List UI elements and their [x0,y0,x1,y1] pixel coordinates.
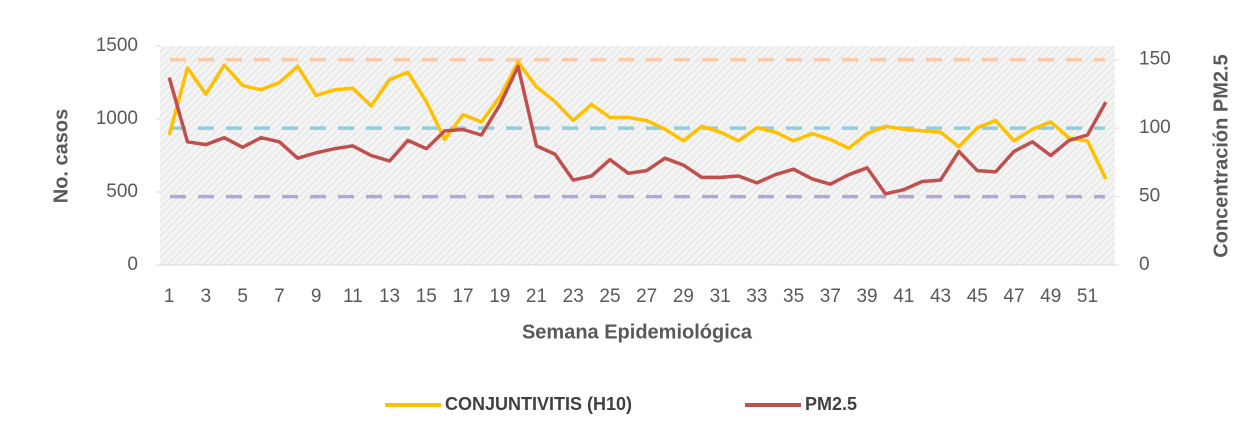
x-tick-label: 13 [379,286,400,307]
x-tick-label: 35 [783,286,804,307]
x-tick-label: 9 [311,286,322,307]
x-tick-label: 15 [416,286,437,307]
x-tick-label: 17 [452,286,473,307]
x-tick-label: 7 [274,286,285,307]
x-tick-label: 29 [673,286,694,307]
x-tick-label: 39 [856,286,877,307]
x-tick-label: 23 [563,286,584,307]
x-tick-label: 47 [1003,286,1024,307]
x-tick-label: 27 [636,286,657,307]
y-tick-label: 1000 [96,108,138,129]
y-tick-label: 500 [106,181,138,202]
y2-tick-label: 100 [1139,117,1171,138]
x-tick-label: 33 [746,286,767,307]
x-tick-label: 1 [164,286,175,307]
x-tick-label: 5 [237,286,248,307]
series-line [167,64,1108,196]
y-tick-label: 1500 [96,35,138,56]
series-line [167,60,1108,180]
x-tick-label: 43 [930,286,951,307]
x-tick-label: 21 [526,286,547,307]
x-tick-label: 3 [201,286,212,307]
x-tick-label: 49 [1040,286,1061,307]
y2-tick-label: 50 [1139,186,1160,207]
legend-text: CONJUNTIVITIS (H10) [445,394,632,414]
x-axis-title: Semana Epidemiológica [522,321,753,343]
x-tick-label: 25 [599,286,620,307]
x-tick-label: 51 [1077,286,1098,307]
y2-tick-label: 150 [1139,49,1171,70]
y-axis-title: No. casos [50,109,72,203]
x-tick-label: 11 [343,286,363,307]
y2-tick-label: 0 [1139,254,1150,275]
x-tick-label: 41 [893,286,914,307]
x-tick-label: 45 [967,286,988,307]
legend-text: PM2.5 [805,394,857,414]
y-tick-label: 0 [127,254,138,275]
y2-axis-title: Concentración PM2.5 [1210,54,1232,257]
x-tick-label: 19 [489,286,510,307]
x-tick-label: 37 [820,286,841,307]
x-tick-label: 31 [710,286,731,307]
